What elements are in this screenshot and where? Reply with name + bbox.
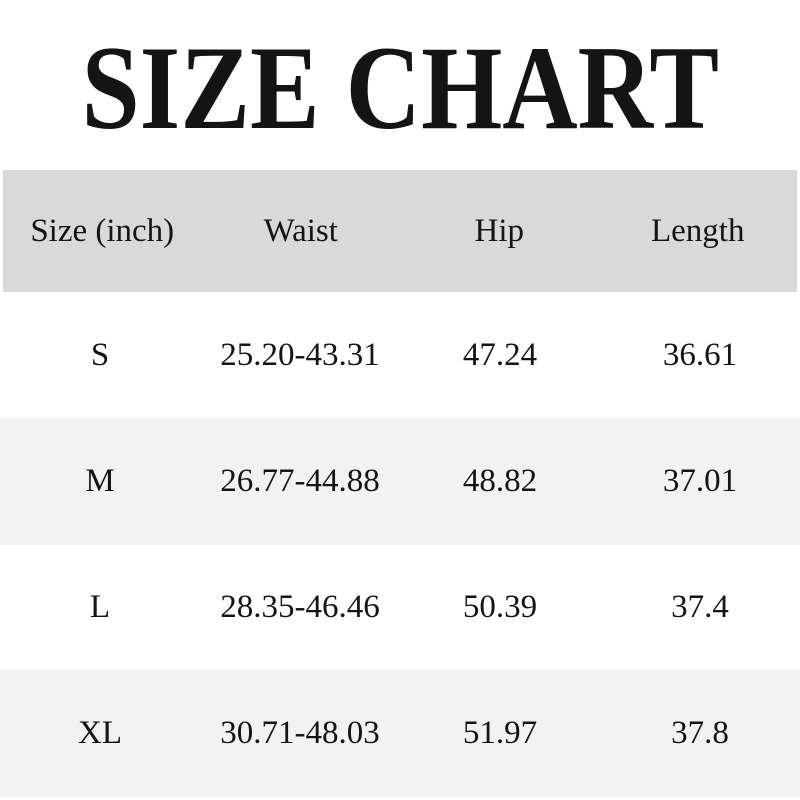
cell-hip-m: 48.82 <box>462 463 538 499</box>
table-row-l: L 28.35-46.46 50.39 37.4 <box>0 545 800 670</box>
header-cell-length: Length <box>651 212 745 249</box>
header-cell-size: Size (inch) <box>30 212 175 249</box>
cell-waist-xl: 30.71-48.03 <box>220 715 380 751</box>
title-area: SIZE CHART <box>0 0 800 170</box>
cell-waist-l: 28.35-46.46 <box>220 589 380 625</box>
size-table: Size (inch) Waist Hip Length S 25.20-43.… <box>0 170 800 800</box>
cell-length-m: 37.01 <box>662 463 738 499</box>
cell-waist-m: 26.77-44.88 <box>220 463 380 499</box>
cell-length-l: 37.4 <box>671 589 729 625</box>
table-row-m: M 26.77-44.88 48.82 37.01 <box>0 418 800 545</box>
page-title: SIZE CHART <box>81 21 719 154</box>
cell-hip-s: 47.24 <box>462 336 538 373</box>
cell-length-xl: 37.8 <box>671 715 729 751</box>
cell-size-s: S <box>90 336 110 373</box>
cell-hip-l: 50.39 <box>462 589 538 625</box>
header-cell-waist: Waist <box>263 212 338 249</box>
cell-hip-xl: 51.97 <box>462 715 538 751</box>
table-row-xl: XL 30.71-48.03 51.97 37.8 <box>0 670 800 797</box>
cell-size-xl: XL <box>78 715 122 751</box>
bottom-margin <box>0 797 800 800</box>
header-cell-hip: Hip <box>474 212 525 249</box>
cell-size-m: M <box>85 463 115 499</box>
cell-size-l: L <box>89 589 111 625</box>
table-row-s: S 25.20-43.31 47.24 36.61 <box>0 292 800 418</box>
cell-waist-s: 25.20-43.31 <box>220 336 380 373</box>
table-header-row: Size (inch) Waist Hip Length <box>3 170 797 292</box>
cell-length-s: 36.61 <box>662 336 738 373</box>
